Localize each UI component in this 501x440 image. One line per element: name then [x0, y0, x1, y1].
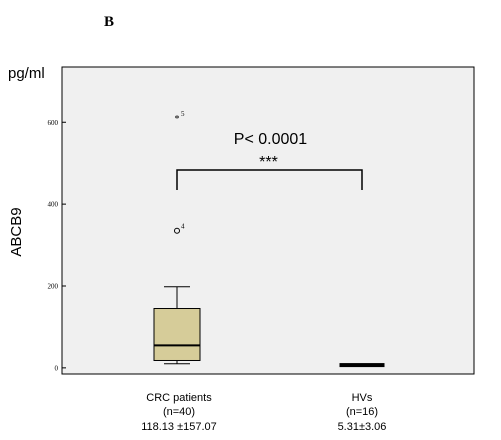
p-value-label: P< 0.0001	[234, 131, 308, 148]
significance-bracket	[176, 169, 363, 190]
y-axis-ticks: 0 200 400 600	[48, 119, 66, 372]
outlier-case-label: 4	[181, 223, 185, 231]
y-tick-label: 400	[48, 201, 59, 209]
category-n: (n=16)	[346, 406, 378, 418]
category-name: HVs	[352, 392, 373, 404]
significance-annotation: P< 0.0001 ***	[176, 131, 363, 190]
plot-area	[61, 66, 475, 375]
category-summary: 5.31±3.06	[338, 421, 387, 433]
panel-label: B	[104, 14, 114, 30]
y-tick-label: 600	[48, 119, 59, 127]
category-name: CRC patients	[146, 392, 212, 404]
box-series: 4 * 5	[153, 110, 385, 368]
box-hvs	[339, 363, 385, 368]
extreme-point: *	[175, 114, 180, 125]
outlier-point	[174, 227, 180, 234]
category-n: (n=40)	[163, 406, 195, 418]
box-crc-patients: 4 * 5	[153, 110, 201, 365]
iqr-box	[153, 308, 201, 361]
outlier-case-label: 5	[181, 110, 185, 118]
category-summary: 118.13 ±157.07	[141, 421, 217, 433]
y-tick-label: 200	[48, 282, 59, 290]
y-axis-title: ABCB9	[8, 207, 25, 256]
y-unit-label: pg/ml	[8, 65, 45, 82]
category-labels: CRC patients (n=40) 118.13 ±157.07 HVs (n=16…	[141, 392, 386, 433]
significance-stars: ***	[259, 154, 278, 171]
y-tick-label: 0	[55, 364, 59, 372]
